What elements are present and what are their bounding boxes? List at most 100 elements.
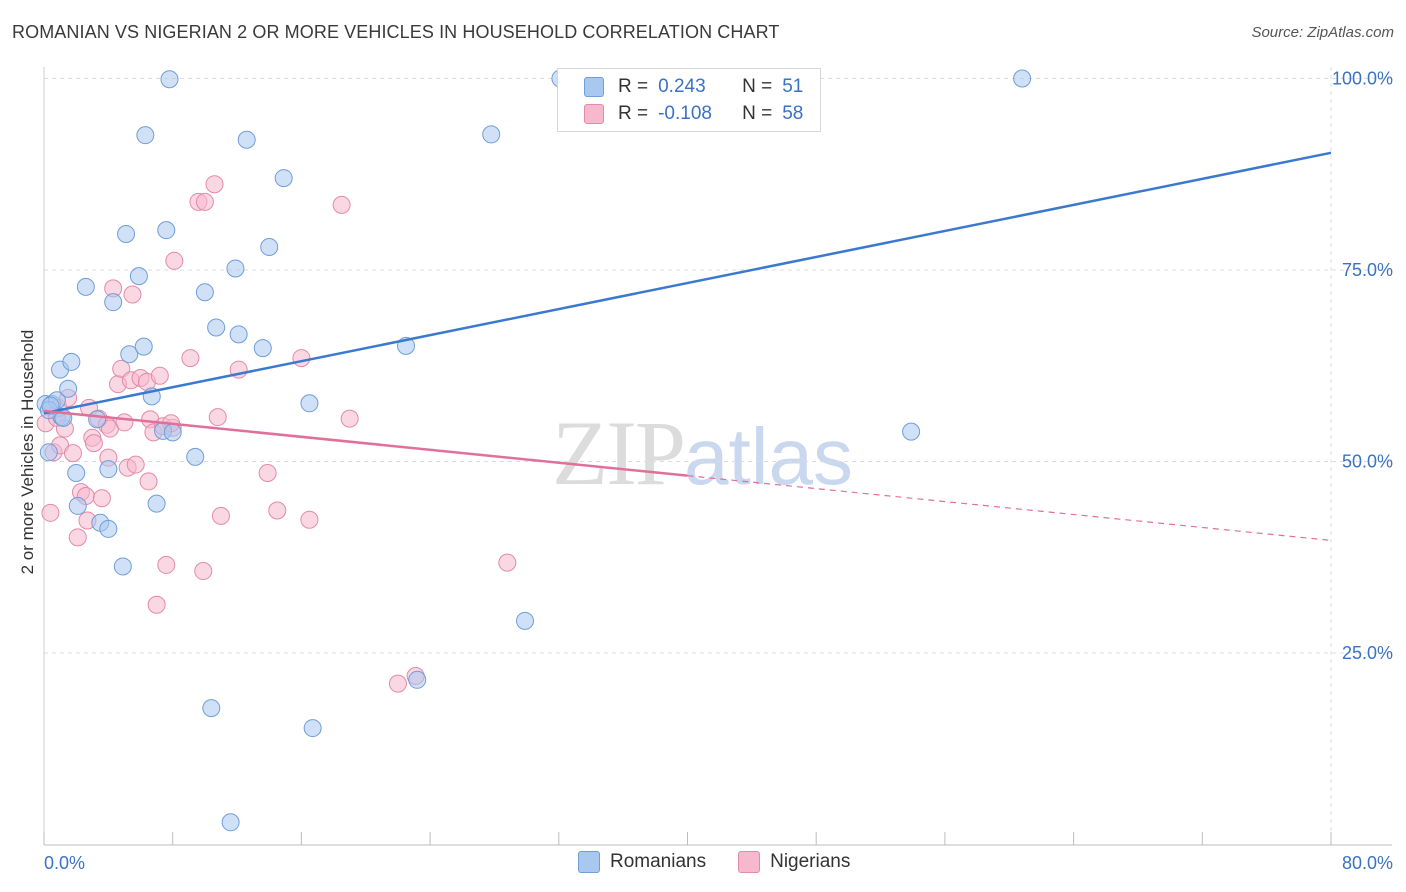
romanian-point	[147, 494, 166, 513]
romanian-point	[68, 496, 87, 515]
nigerian-point	[268, 501, 287, 520]
nigerian-point	[147, 595, 166, 614]
nigerian-point	[332, 195, 351, 214]
legend-label-nigerians: Nigerians	[770, 851, 851, 872]
nigerian-point	[84, 434, 103, 453]
nigerian-point	[388, 674, 407, 693]
nigerian-trend-line-extension	[687, 475, 1332, 541]
nigerian-point	[195, 192, 214, 211]
watermark-atlas: atlas	[684, 412, 853, 501]
nigerian-point	[139, 472, 158, 491]
nigerian-point	[498, 553, 517, 572]
romanian-point	[129, 267, 148, 286]
x-tick-label: 80.0%	[1342, 853, 1393, 873]
nigerian-point	[165, 251, 184, 270]
romanian-point	[300, 394, 319, 413]
nigerian-point	[258, 463, 277, 482]
y-tick-label: 75.0%	[1342, 260, 1393, 280]
legend-row-nigerians: R = -0.108 N = 58	[558, 100, 803, 128]
nigerian-point	[205, 175, 224, 194]
r-value: 0.243	[658, 76, 706, 97]
romanian-point	[88, 410, 107, 429]
n-value: 51	[782, 76, 804, 97]
r-label: R =	[618, 103, 649, 124]
nigerian-point	[181, 349, 200, 368]
nigerian-trend-line	[43, 409, 688, 477]
n-value: 58	[782, 103, 804, 124]
romanian-point	[207, 318, 226, 337]
legend-row-romanians: R = 0.243 N = 51	[558, 73, 803, 101]
nigerian-point	[92, 489, 111, 508]
legend-label-romanians: Romanians	[610, 851, 707, 872]
chart-title: ROMANIAN VS NIGERIAN 2 OR MORE VEHICLES …	[12, 22, 780, 42]
romanian-point	[195, 283, 214, 302]
x-tick-label: 0.0%	[44, 853, 85, 873]
romanian-point	[136, 126, 155, 145]
romanian-point	[160, 70, 179, 89]
romanian-point	[237, 130, 256, 149]
romanian-point	[120, 345, 139, 364]
source-credit: Source: ZipAtlas.com	[1251, 24, 1394, 41]
nigerian-point	[150, 366, 169, 385]
romanians-legend-swatch	[578, 851, 600, 873]
nigerian-point	[292, 349, 311, 368]
r-value: -0.108	[658, 103, 712, 124]
nigerians-swatch	[584, 104, 604, 124]
romanian-point	[59, 379, 78, 398]
romanian-point	[157, 221, 176, 240]
romanian-point	[260, 238, 279, 257]
legend-item-nigerians[interactable]: Nigerians	[738, 851, 850, 873]
y-tick-label: 100.0%	[1332, 69, 1393, 89]
romanian-point	[186, 447, 205, 466]
nigerian-point	[41, 503, 60, 522]
romanians-swatch	[584, 77, 604, 97]
nigerian-point	[115, 413, 134, 432]
correlation-legend: R = 0.243 N = 51 R = -0.108 N = 58	[557, 68, 821, 132]
romanian-point	[482, 125, 501, 144]
legend-item-romanians[interactable]: Romanians	[578, 851, 706, 873]
n-label: N =	[742, 76, 773, 97]
romanian-point	[99, 519, 118, 538]
romanian-point	[229, 325, 248, 344]
romanian-point	[221, 813, 240, 832]
romanian-point	[99, 460, 118, 479]
romanian-point	[226, 259, 245, 278]
tick-labels: 25.0% 50.0% 75.0% 100.0% 0.0% 80.0%	[44, 69, 1393, 874]
romanian-point	[62, 352, 81, 371]
romanian-point	[303, 719, 322, 738]
nigerian-point	[194, 562, 213, 581]
romanian-trend-line	[43, 151, 1332, 415]
romanian-point	[902, 422, 921, 441]
r-label: R =	[618, 76, 649, 97]
trend-lines	[43, 151, 1332, 541]
n-label: N =	[742, 103, 773, 124]
nigerian-point	[157, 555, 176, 574]
romanian-point	[113, 557, 132, 576]
romanian-point	[117, 224, 136, 243]
romanian-point	[274, 169, 293, 188]
romanian-point	[134, 337, 153, 356]
nigerian-point	[211, 506, 230, 525]
watermark-zip: ZIP	[552, 402, 686, 504]
nigerian-point	[126, 455, 145, 474]
romanian-point	[67, 463, 86, 482]
data-points	[36, 69, 1032, 832]
romanian-point	[408, 670, 427, 689]
y-tick-label: 25.0%	[1342, 643, 1393, 663]
romanian-point	[76, 277, 95, 296]
y-tick-label: 50.0%	[1342, 452, 1393, 472]
nigerians-legend-swatch	[738, 851, 761, 873]
nigerian-point	[300, 510, 319, 529]
romanian-point	[202, 699, 221, 718]
axes	[43, 67, 1392, 846]
nigerian-point	[68, 528, 87, 547]
nigerian-point	[208, 408, 227, 427]
series-legend: Romanians Nigerians	[578, 851, 882, 873]
romanian-point	[253, 339, 272, 358]
watermark: ZIPatlas	[552, 400, 853, 506]
romanian-point	[163, 423, 182, 442]
nigerian-point	[112, 359, 131, 378]
nigerian-point	[123, 285, 142, 304]
romanian-point	[516, 611, 535, 630]
